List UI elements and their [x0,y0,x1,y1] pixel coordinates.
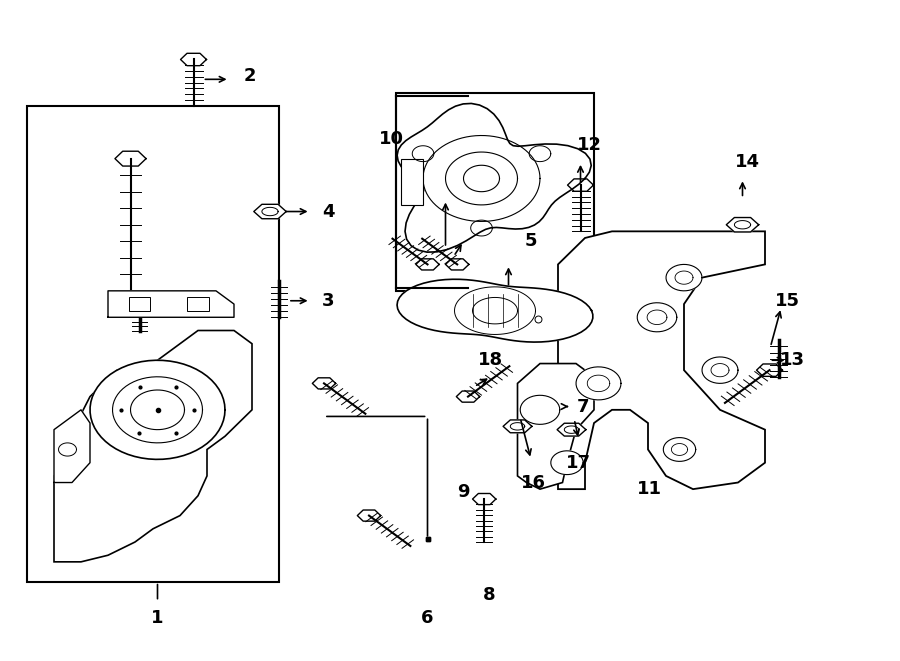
Bar [129,297,150,311]
Text: 8: 8 [482,586,495,604]
Polygon shape [558,231,765,489]
Polygon shape [663,438,696,461]
Bar [400,159,423,205]
Text: 9: 9 [457,483,470,502]
Polygon shape [518,364,594,489]
Polygon shape [54,330,252,562]
Text: 14: 14 [734,153,760,171]
Polygon shape [666,264,702,291]
Text: 6: 6 [421,609,434,627]
Polygon shape [551,451,583,475]
Polygon shape [397,280,593,342]
Text: 13: 13 [779,351,805,369]
Polygon shape [557,423,586,436]
Bar [27,106,279,582]
Polygon shape [54,410,90,483]
Text: 1: 1 [151,609,164,627]
Polygon shape [108,291,234,317]
Text: 5: 5 [525,232,537,251]
Polygon shape [637,303,677,332]
Text: 17: 17 [566,453,591,472]
Polygon shape [254,204,286,219]
Text: 4: 4 [322,202,335,221]
Polygon shape [397,104,591,252]
Text: 7: 7 [577,397,590,416]
Text: 2: 2 [244,67,256,85]
Polygon shape [726,217,759,232]
Bar [396,93,594,291]
Bar [187,297,209,311]
Text: 3: 3 [322,292,335,310]
Text: 10: 10 [379,130,404,148]
Polygon shape [503,420,532,433]
Text: 16: 16 [521,473,546,492]
Polygon shape [702,357,738,383]
Polygon shape [520,395,560,424]
Polygon shape [90,360,225,459]
Text: 12: 12 [577,136,602,155]
Polygon shape [576,367,621,400]
Text: 15: 15 [775,292,800,310]
Text: 18: 18 [478,351,503,369]
Text: 11: 11 [637,480,662,498]
